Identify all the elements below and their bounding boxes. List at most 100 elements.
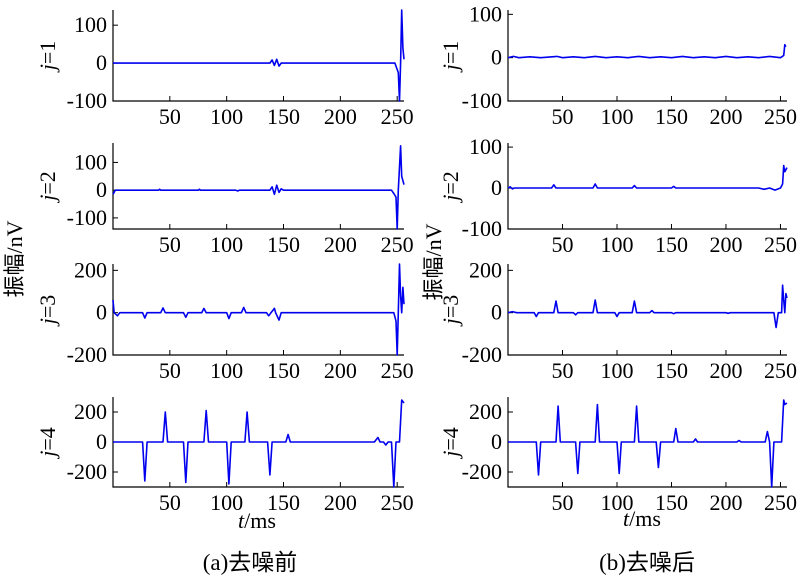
y-tick-label: -200 bbox=[462, 459, 502, 484]
y-tick-label: 0 bbox=[491, 175, 502, 200]
row-label: j=2 bbox=[438, 171, 463, 204]
signal-line bbox=[113, 9, 405, 102]
x-tick-label: 50 bbox=[159, 104, 181, 129]
y-tick-label: 0 bbox=[491, 429, 502, 454]
x-tick-label: 100 bbox=[210, 358, 243, 383]
row-label: j=4 bbox=[438, 427, 463, 460]
panel-a-0: 50 100 150 200 250 100 0 -100 j=1 bbox=[35, 9, 414, 129]
x-tick-label: 50 bbox=[551, 104, 573, 129]
x-tick-label: 50 bbox=[551, 490, 573, 515]
panel-b-6: 50 100 150 200 250 200 0 -200 j=3 bbox=[438, 257, 797, 383]
row-label: j=3 bbox=[438, 295, 463, 328]
y-tick-label: -100 bbox=[462, 88, 502, 113]
y-tick-label: 100 bbox=[74, 149, 107, 174]
x-tick-label: 50 bbox=[159, 232, 181, 257]
y-tick-label: 0 bbox=[96, 300, 107, 325]
y-tick-label: 200 bbox=[74, 399, 107, 424]
y-tick-label: 0 bbox=[491, 300, 502, 325]
panel-b-4: 50 100 150 200 250 100 0 -100 j=1 bbox=[438, 1, 797, 129]
caption-b: (b)去噪后 bbox=[599, 550, 695, 575]
x-tick-label: 200 bbox=[324, 104, 357, 129]
y-tick-label: -200 bbox=[67, 459, 107, 484]
x-tick-label: 150 bbox=[655, 358, 688, 383]
y-tick-label: 0 bbox=[491, 45, 502, 70]
row-label: j=1 bbox=[438, 41, 463, 74]
x-tick-label: 100 bbox=[210, 232, 243, 257]
x-tick-label: 50 bbox=[159, 490, 181, 515]
x-tick-label: 150 bbox=[655, 490, 688, 515]
row-label: j=1 bbox=[35, 41, 60, 74]
x-tick-label: 250 bbox=[764, 104, 797, 129]
signal-line bbox=[112, 145, 405, 230]
row-label: j=3 bbox=[35, 295, 60, 328]
x-tick-label: 200 bbox=[709, 104, 742, 129]
panel-a-1: 50 100 150 200 250 100 0 -100 j=2 bbox=[35, 143, 414, 257]
axis-spine bbox=[112, 264, 404, 356]
panel-b-5: 50 100 150 200 250 100 0 -100 j=2 bbox=[438, 134, 797, 257]
x-tick-label: 200 bbox=[324, 490, 357, 515]
y-tick-label: 200 bbox=[469, 257, 502, 282]
x-tick-label: 50 bbox=[551, 232, 573, 257]
signal-line bbox=[113, 399, 405, 488]
axis-spine bbox=[507, 143, 787, 230]
x-tick-label: 250 bbox=[381, 490, 414, 515]
signal-line bbox=[112, 263, 405, 356]
x-tick-label: 200 bbox=[324, 232, 357, 257]
y-tick-label: 0 bbox=[96, 177, 107, 202]
axis-spine bbox=[112, 10, 404, 102]
y-tick-label: 200 bbox=[469, 399, 502, 424]
y-tick-label: 100 bbox=[469, 134, 502, 159]
x-tick-label: 250 bbox=[381, 104, 414, 129]
x-tick-label: 250 bbox=[381, 358, 414, 383]
x-tick-label: 150 bbox=[655, 232, 688, 257]
x-tick-label: 100 bbox=[210, 104, 243, 129]
x-tick-label: 150 bbox=[267, 490, 300, 515]
y-tick-label: 100 bbox=[469, 1, 502, 26]
x-tick-label: 250 bbox=[764, 232, 797, 257]
x-tick-label: 200 bbox=[709, 232, 742, 257]
signal-line bbox=[508, 399, 788, 488]
panels-group: 50 100 150 200 250 100 0 -100 j=1 50 100 150 200 250 1… bbox=[35, 1, 797, 515]
common-ylabel-right: 振幅/nV bbox=[421, 223, 446, 300]
x-tick-label: 250 bbox=[764, 490, 797, 515]
panel-a-3: 50 100 150 200 250 200 0 -200 j=4 bbox=[35, 397, 414, 515]
y-tick-label: 100 bbox=[74, 12, 107, 37]
x-axis-label-right: t/ms bbox=[623, 506, 661, 531]
y-tick-label: -200 bbox=[67, 342, 107, 367]
common-ylabel-left: 振幅/nV bbox=[2, 220, 27, 297]
x-tick-label: 150 bbox=[267, 104, 300, 129]
x-tick-label: 100 bbox=[210, 490, 243, 515]
y-tick-label: -100 bbox=[67, 205, 107, 230]
x-tick-label: 150 bbox=[267, 232, 300, 257]
y-tick-label: -100 bbox=[67, 88, 107, 113]
x-tick-label: 250 bbox=[381, 232, 414, 257]
y-tick-label: -100 bbox=[462, 216, 502, 241]
x-tick-label: 100 bbox=[600, 104, 633, 129]
y-tick-label: -200 bbox=[462, 342, 502, 367]
x-tick-label: 50 bbox=[159, 358, 181, 383]
axis-spine bbox=[507, 10, 787, 102]
y-tick-label: 200 bbox=[74, 257, 107, 282]
y-tick-label: 0 bbox=[96, 429, 107, 454]
x-tick-label: 100 bbox=[600, 232, 633, 257]
x-tick-label: 200 bbox=[709, 358, 742, 383]
row-label: j=4 bbox=[35, 427, 60, 460]
caption-a: (a)去噪前 bbox=[203, 550, 298, 575]
x-tick-label: 200 bbox=[709, 490, 742, 515]
x-axis-label-left: t/ms bbox=[238, 508, 276, 533]
signal-line bbox=[507, 43, 787, 59]
y-tick-label: 0 bbox=[96, 50, 107, 75]
axis-spine bbox=[112, 143, 404, 230]
x-tick-label: 250 bbox=[764, 358, 797, 383]
x-tick-label: 200 bbox=[324, 358, 357, 383]
x-tick-label: 50 bbox=[551, 358, 573, 383]
x-tick-label: 150 bbox=[267, 358, 300, 383]
signal-line bbox=[507, 164, 788, 191]
axis-spine bbox=[507, 397, 787, 488]
axis-spine bbox=[507, 264, 787, 356]
panel-a-2: 50 100 150 200 250 200 0 -200 j=3 bbox=[35, 257, 414, 383]
row-label: j=2 bbox=[35, 171, 60, 204]
x-tick-label: 100 bbox=[600, 490, 633, 515]
signal-line bbox=[507, 284, 788, 329]
